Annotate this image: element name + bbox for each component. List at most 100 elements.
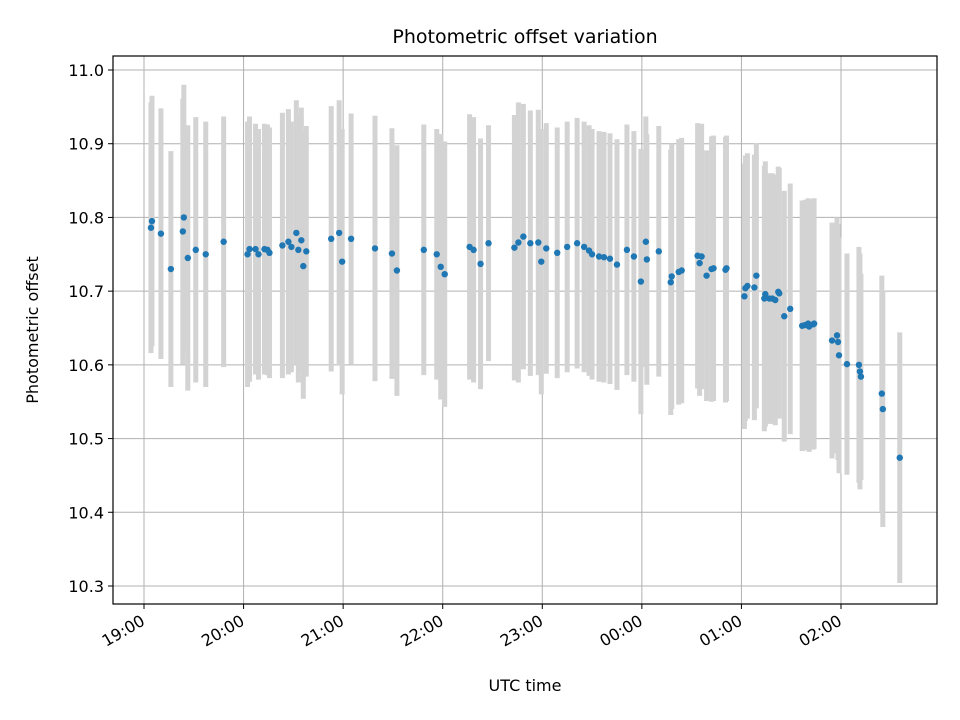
data-point xyxy=(288,243,295,251)
data-point xyxy=(515,239,522,246)
data-point xyxy=(167,265,175,273)
data-point xyxy=(535,239,542,246)
data-point xyxy=(437,263,444,271)
x-tick-label: 02:00 xyxy=(796,611,845,651)
data-point xyxy=(879,405,887,413)
data-point xyxy=(878,390,886,397)
data-point xyxy=(303,248,310,255)
data-point xyxy=(441,270,448,278)
data-point xyxy=(776,290,783,297)
x-tick-label: 00:00 xyxy=(596,611,645,651)
data-point xyxy=(781,313,788,320)
data-point xyxy=(753,272,760,279)
data-point xyxy=(300,262,307,270)
data-point xyxy=(266,249,273,257)
data-point xyxy=(668,273,675,280)
data-point xyxy=(563,243,571,251)
y-axis-ticks: 10.3 10.4 10.5 10.6 10.7 10.8 10.9 11.0 xyxy=(68,61,113,596)
data-point xyxy=(573,240,581,247)
data-point xyxy=(696,259,703,267)
data-point xyxy=(856,368,864,375)
data-point xyxy=(623,246,631,254)
data-point xyxy=(543,245,550,252)
x-tick-label: 20:00 xyxy=(198,611,247,651)
y-tick-label: 10.5 xyxy=(68,430,104,449)
data-point xyxy=(371,245,379,252)
data-point xyxy=(835,352,843,359)
data-point xyxy=(857,373,865,380)
data-point xyxy=(667,279,674,286)
data-point xyxy=(246,245,253,253)
x-tick-label: 19:00 xyxy=(99,611,148,651)
data-point xyxy=(834,338,842,346)
data-point xyxy=(157,230,165,237)
data-point xyxy=(179,228,187,235)
data-point xyxy=(723,265,730,272)
data-point xyxy=(613,261,621,268)
x-tick-label: 23:00 xyxy=(497,611,546,651)
data-point xyxy=(751,284,758,291)
data-point xyxy=(595,253,603,260)
data-point xyxy=(511,244,518,251)
data-point xyxy=(772,296,779,304)
data-point xyxy=(433,251,440,258)
data-point xyxy=(843,360,851,368)
data-point xyxy=(744,282,751,290)
data-point xyxy=(787,305,794,313)
data-point xyxy=(220,238,227,245)
data-point xyxy=(347,235,355,243)
data-points xyxy=(147,214,903,461)
data-point xyxy=(655,248,662,255)
data-point xyxy=(192,246,199,254)
data-point xyxy=(202,251,209,258)
data-point xyxy=(244,251,251,258)
data-point xyxy=(520,233,527,240)
y-tick-label: 10.6 xyxy=(68,356,104,375)
x-tick-label: 01:00 xyxy=(696,611,745,651)
data-point xyxy=(148,217,156,225)
data-point xyxy=(485,240,492,247)
data-point xyxy=(855,361,863,369)
data-point xyxy=(828,337,836,344)
data-point xyxy=(393,267,401,274)
data-point xyxy=(279,242,286,249)
data-point xyxy=(338,258,346,265)
errorbars xyxy=(148,84,903,584)
data-point xyxy=(255,251,262,258)
y-tick-label: 10.7 xyxy=(68,282,104,301)
data-point xyxy=(335,229,343,237)
data-point xyxy=(420,246,427,254)
y-tick-label: 11.0 xyxy=(68,61,104,80)
data-point xyxy=(580,243,588,251)
data-point xyxy=(293,229,300,237)
data-point xyxy=(896,454,903,461)
y-axis-title: Photometric offset xyxy=(23,256,42,404)
data-point xyxy=(285,238,292,245)
data-point xyxy=(630,253,638,260)
data-point xyxy=(554,249,561,257)
data-point xyxy=(703,272,710,279)
data-point xyxy=(810,320,818,327)
data-point xyxy=(637,278,645,285)
y-tick-label: 10.9 xyxy=(68,135,104,154)
data-point xyxy=(588,251,596,258)
data-point xyxy=(606,255,614,262)
x-tick-label: 21:00 xyxy=(298,611,347,651)
data-point xyxy=(642,238,650,245)
data-point xyxy=(184,254,192,262)
data-point xyxy=(298,237,305,244)
data-point xyxy=(252,245,259,253)
data-point xyxy=(388,250,396,257)
data-point xyxy=(180,214,188,221)
data-point xyxy=(600,254,608,261)
data-point xyxy=(833,332,841,339)
data-point xyxy=(678,267,685,274)
data-point xyxy=(762,290,769,298)
y-tick-label: 10.4 xyxy=(68,503,104,522)
data-point xyxy=(643,256,651,263)
data-point xyxy=(710,265,717,272)
plot-frame xyxy=(112,55,938,605)
data-point xyxy=(527,240,534,247)
data-point xyxy=(147,224,155,231)
